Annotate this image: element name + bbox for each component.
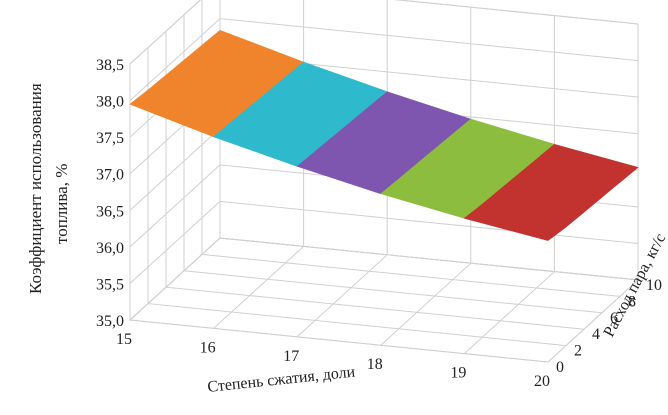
y-tick-label: 0	[556, 359, 564, 376]
x-tick-label: 20	[534, 373, 550, 390]
z-tick-label: 38,0	[96, 94, 124, 111]
y-tick-label: 2	[574, 343, 582, 360]
y-tick-label: 8	[628, 293, 636, 310]
x-tick-label: 15	[116, 331, 132, 348]
x-axis-title: Степень сжатия, доли	[207, 364, 357, 396]
x-tick-label: 17	[283, 348, 299, 365]
surface	[129, 29, 639, 241]
z-gridline	[129, 0, 639, 65]
z-tick-label: 36,0	[96, 240, 124, 257]
z-axis-title-line1: Коэффициент использования	[26, 83, 45, 294]
y-gridline	[147, 47, 567, 347]
y-tick-label: 4	[592, 326, 600, 343]
y-tick-label: 10	[646, 277, 662, 294]
z-axis-title-line2: топлива, %	[52, 164, 71, 244]
x-tick-label: 16	[200, 339, 216, 356]
z-tick-label: 37,0	[96, 167, 124, 184]
z-tick-label: 36,5	[96, 203, 124, 220]
x-tick-label: 18	[367, 356, 383, 373]
tick-labels: 35,0 35,5 36,0 36,5 37,0 37,5 38,0 38,5 15 16 17 18…	[96, 57, 662, 390]
y-gridline	[129, 64, 549, 363]
x-tick-label: 19	[450, 365, 466, 382]
z-tick-label: 35,5	[96, 276, 124, 293]
surface-patch	[463, 203, 567, 241]
z-tick-label: 37,5	[96, 130, 124, 147]
z-tick-label: 35,0	[96, 313, 124, 330]
y-tick-label: 6	[610, 310, 618, 327]
z-tick-label: 38,5	[96, 57, 124, 74]
